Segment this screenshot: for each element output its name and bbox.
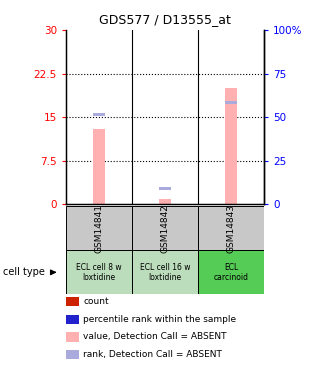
Bar xyxy=(66,251,132,294)
Text: ECL cell 8 w
loxtidine: ECL cell 8 w loxtidine xyxy=(76,262,122,282)
Bar xyxy=(225,101,237,104)
Bar xyxy=(93,129,105,204)
Bar xyxy=(198,251,264,294)
Text: GSM14843: GSM14843 xyxy=(226,204,236,253)
Title: GDS577 / D13555_at: GDS577 / D13555_at xyxy=(99,13,231,26)
Bar xyxy=(225,88,237,204)
Text: count: count xyxy=(83,297,109,306)
Text: GSM14841: GSM14841 xyxy=(94,204,104,253)
Bar xyxy=(198,206,264,251)
Bar xyxy=(159,199,171,204)
Text: percentile rank within the sample: percentile rank within the sample xyxy=(83,315,236,324)
Text: ECL cell 16 w
loxtidine: ECL cell 16 w loxtidine xyxy=(140,262,190,282)
Text: ECL
carcinoid: ECL carcinoid xyxy=(214,262,248,282)
Text: cell type: cell type xyxy=(3,267,45,278)
Bar xyxy=(132,206,198,251)
Bar xyxy=(159,186,171,190)
Bar xyxy=(132,251,198,294)
Bar xyxy=(66,206,132,251)
Text: value, Detection Call = ABSENT: value, Detection Call = ABSENT xyxy=(83,332,227,341)
Text: rank, Detection Call = ABSENT: rank, Detection Call = ABSENT xyxy=(83,350,222,359)
Text: GSM14842: GSM14842 xyxy=(160,204,170,253)
Bar xyxy=(93,112,105,116)
